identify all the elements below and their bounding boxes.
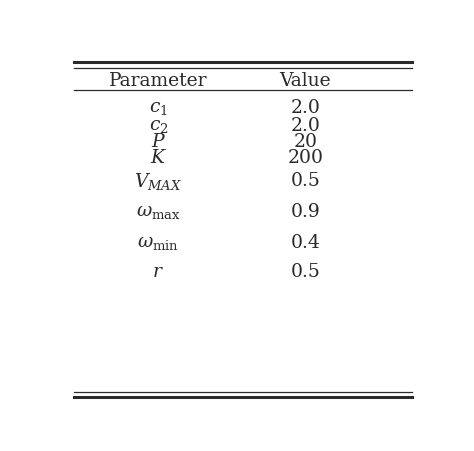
Text: $c_{2}$: $c_{2}$ [149, 117, 168, 135]
Text: $r$: $r$ [153, 262, 164, 280]
Text: 200: 200 [287, 149, 323, 166]
Text: 0.5: 0.5 [291, 262, 320, 280]
Text: Parameter: Parameter [109, 72, 208, 89]
Text: $P$: $P$ [151, 133, 166, 151]
Text: $V_{MAX}$: $V_{MAX}$ [134, 170, 182, 191]
Text: $c_{1}$: $c_{1}$ [149, 99, 168, 117]
Text: Value: Value [280, 72, 331, 89]
Text: 0.9: 0.9 [291, 202, 320, 220]
Text: 0.5: 0.5 [291, 172, 320, 190]
Text: 0.4: 0.4 [291, 233, 320, 251]
Text: 20: 20 [293, 133, 318, 151]
Text: $\omega_{\mathrm{min}}$: $\omega_{\mathrm{min}}$ [137, 233, 180, 251]
Text: 2.0: 2.0 [291, 117, 320, 135]
Text: 2.0: 2.0 [291, 99, 320, 117]
Text: $K$: $K$ [150, 149, 167, 166]
Text: $\omega_{\mathrm{max}}$: $\omega_{\mathrm{max}}$ [136, 202, 181, 220]
